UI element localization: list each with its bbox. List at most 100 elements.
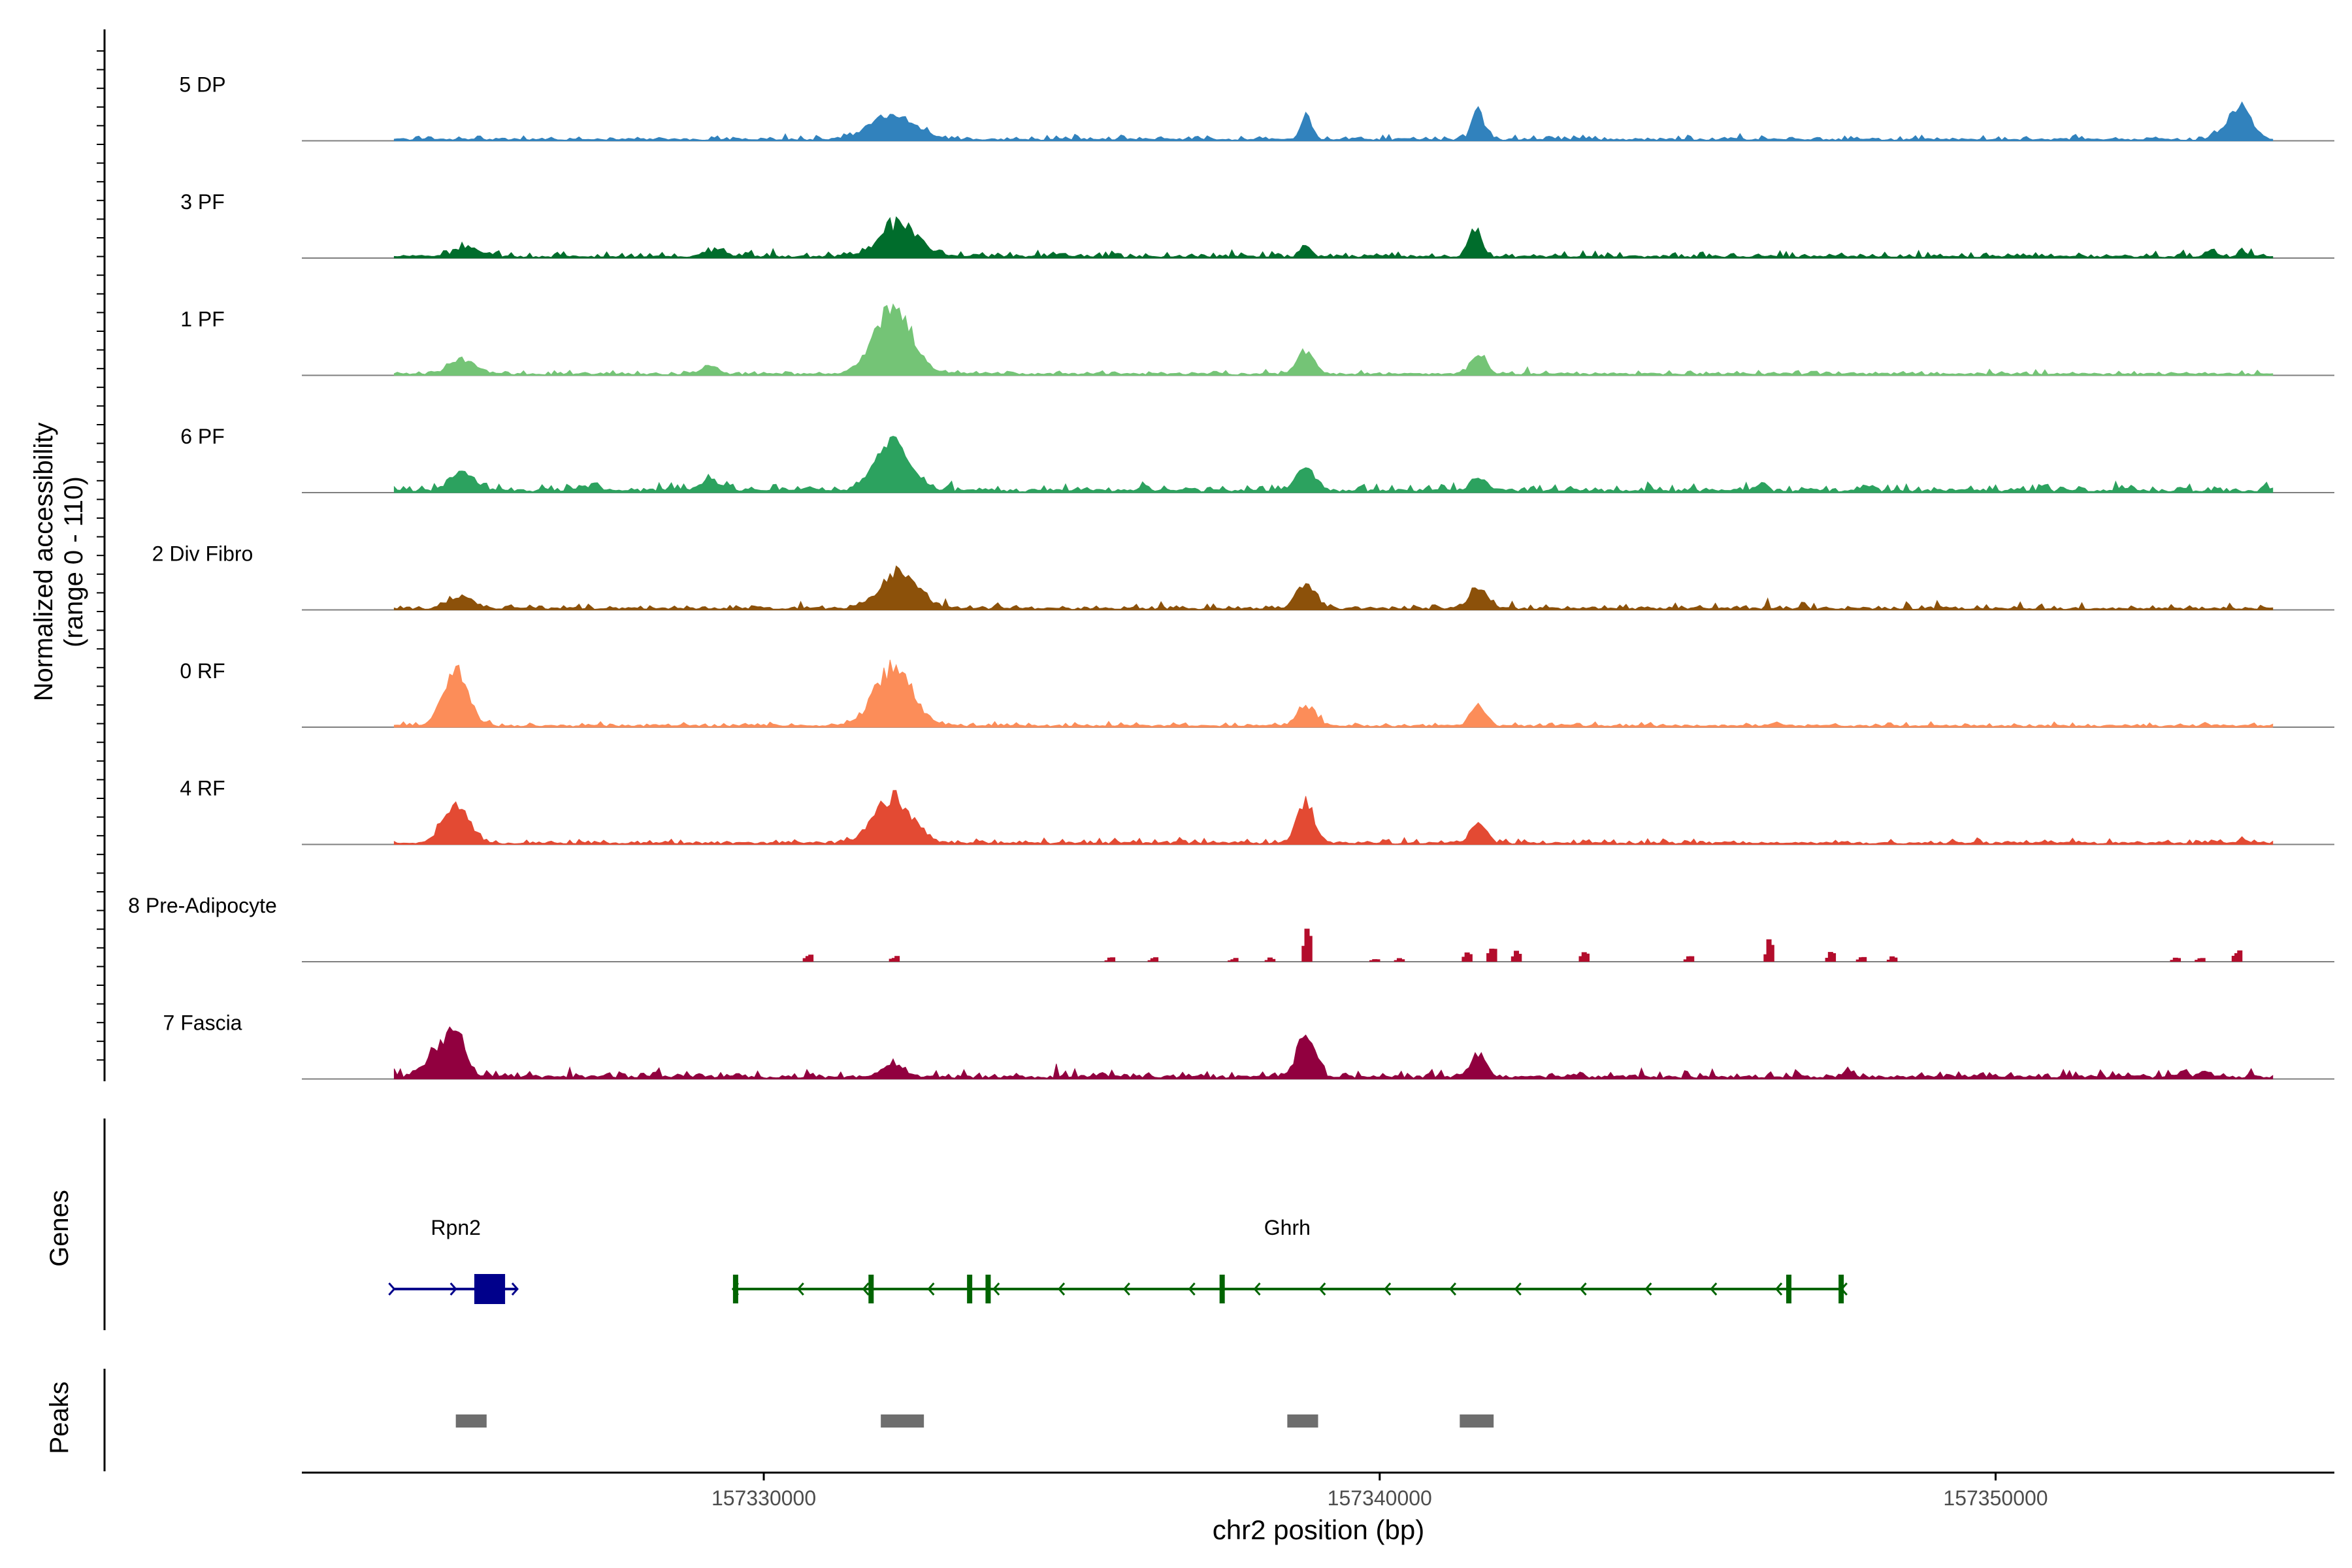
coverage-bar <box>1399 959 1405 962</box>
track-series <box>393 436 2274 493</box>
coverage-bar <box>1763 954 1769 962</box>
coverage-bar <box>1769 945 1774 962</box>
coverage-bar <box>1511 956 1516 962</box>
coverage-bar <box>1228 960 1233 962</box>
accessibility-tracks: 5 DP 3 PF 1 PF 6 PF 2 Div Fibro 0 RF 4 RF 8 Pre… <box>97 29 2334 1081</box>
track-label: 2 Div Fibro <box>152 542 253 566</box>
gene-exon <box>868 1275 874 1303</box>
coverage-bar <box>1489 949 1495 962</box>
strand-chevron <box>1122 1282 1130 1296</box>
gene-annotation-panel: Rpn2 Ghrh <box>103 1119 1848 1330</box>
track-2-div-fibro: 2 Div Fibro <box>152 542 2334 611</box>
coverage-bar <box>1492 949 1497 962</box>
coverage-bar <box>802 958 808 962</box>
track-label: 0 RF <box>180 659 225 683</box>
track-label: 5 DP <box>179 73 225 97</box>
strand-chevron <box>1057 1282 1066 1296</box>
coverage-bar <box>1514 951 1520 962</box>
strand-chevron <box>992 1282 1000 1296</box>
gene-exon <box>1838 1275 1844 1303</box>
gene-rpn2: Rpn2 <box>388 1216 519 1304</box>
track-4-rf: 4 RF <box>180 777 2334 845</box>
peak-region <box>881 1414 924 1428</box>
strand-chevron <box>511 1282 519 1296</box>
gene-name: Ghrh <box>1264 1216 1311 1239</box>
coverage-bar <box>1307 936 1313 962</box>
coverage-bar <box>889 958 894 962</box>
track-label: 6 PF <box>180 425 225 448</box>
track-series <box>393 303 2274 376</box>
track-label: 4 RF <box>180 777 225 800</box>
x-tick-label: 157340000 <box>1328 1486 1432 1510</box>
coverage-bar <box>1889 956 1895 962</box>
track-series <box>393 101 2274 141</box>
peak-region <box>455 1414 487 1428</box>
coverage-bar <box>2195 960 2200 962</box>
coverage-bar <box>1766 939 1772 962</box>
coverage-bar <box>1104 960 1110 962</box>
coverage-bar <box>2200 958 2206 962</box>
coverage-bar <box>1267 957 1273 962</box>
strand-chevron <box>388 1282 396 1296</box>
coverage-bar <box>1578 956 1584 962</box>
track-label: 3 PF <box>180 190 225 214</box>
coverage-bar <box>2237 950 2243 962</box>
y-axis-title-line2: (range 0 - 110) <box>59 476 88 647</box>
coverage-bar <box>894 956 900 962</box>
coverage-bar <box>1230 959 1236 962</box>
coverage-bar <box>1270 958 1276 962</box>
coverage-bar <box>1301 945 1307 962</box>
track-label: 7 Fascia <box>163 1011 242 1035</box>
coverage-bar <box>1858 957 1864 962</box>
strand-chevron <box>927 1282 935 1296</box>
strand-chevron <box>1188 1282 1196 1296</box>
coverage-bar <box>1264 960 1270 962</box>
peaks-panel-label: Peaks <box>45 1381 74 1454</box>
strand-chevron <box>1774 1282 1783 1296</box>
track-7-fascia: 7 Fascia <box>163 1011 2334 1080</box>
coverage-bar <box>1147 960 1153 962</box>
track-series <box>393 565 2274 610</box>
strand-chevron <box>1514 1282 1522 1296</box>
coverage-bar <box>1110 957 1116 962</box>
strand-chevron <box>1644 1282 1652 1296</box>
track-6-pf: 6 PF <box>180 425 2334 493</box>
peaks-panel <box>103 1369 1494 1471</box>
coverage-bar <box>2170 960 2176 962</box>
strand-chevron <box>796 1282 804 1296</box>
coverage-bar <box>1462 956 1467 962</box>
strand-chevron <box>1253 1282 1261 1296</box>
strand-chevron <box>1318 1282 1326 1296</box>
gene-exon <box>967 1275 973 1303</box>
genes-panel-label: Genes <box>45 1190 74 1267</box>
coverage-bar <box>1233 958 1239 962</box>
coverage-bar <box>2172 957 2178 962</box>
x-tick-label: 157350000 <box>1943 1486 2048 1510</box>
coverage-bar <box>1375 959 1380 962</box>
peak-region <box>1287 1414 1318 1428</box>
coverage-bar <box>805 956 811 962</box>
coverage-bar <box>2234 953 2240 962</box>
gene-exon <box>732 1275 738 1303</box>
track-5-dp: 5 DP <box>179 73 2334 142</box>
coverage-bar <box>1369 960 1375 962</box>
track-label: 1 PF <box>180 308 225 331</box>
gene-exon <box>985 1275 991 1303</box>
track-8-pre-adipocyte: 8 Pre-Adipocyte <box>128 894 2334 962</box>
track-series <box>393 659 2274 728</box>
y-axis-title-line1: Normalized accessibility <box>29 423 58 702</box>
gene-exon <box>1219 1275 1225 1303</box>
coverage-bar <box>1396 958 1402 962</box>
coverage-bar <box>1825 958 1831 962</box>
coverage-bar <box>2176 958 2181 962</box>
coverage-bar <box>1153 957 1159 962</box>
strand-chevron <box>862 1282 870 1296</box>
x-axis-title: chr2 position (bp) <box>1213 1514 1425 1545</box>
coverage-bar <box>1464 952 1470 962</box>
coverage-bar <box>891 958 897 962</box>
strand-chevron <box>1384 1282 1392 1296</box>
coverage-bar <box>1394 960 1399 962</box>
coverage-bar <box>1107 957 1113 962</box>
strand-chevron <box>1579 1282 1587 1296</box>
